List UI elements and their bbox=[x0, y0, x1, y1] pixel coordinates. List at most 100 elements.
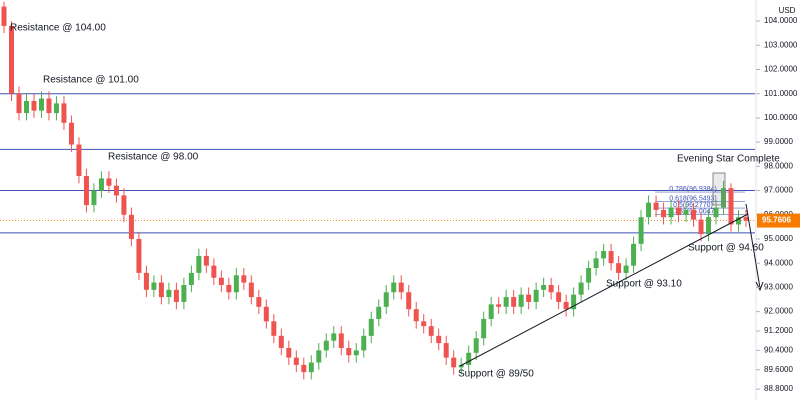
candle-body bbox=[511, 297, 517, 307]
candle-body bbox=[638, 217, 644, 244]
candles bbox=[1, 1, 749, 380]
candle-body bbox=[571, 294, 577, 310]
fib-label: 0.5(96.2770) bbox=[673, 202, 713, 209]
y-tick-label: 104.0000 bbox=[764, 16, 798, 25]
candle-body bbox=[706, 217, 712, 235]
candle-body bbox=[361, 335, 367, 351]
y-tick-label: 90.4000 bbox=[764, 345, 793, 354]
candle-body bbox=[526, 294, 532, 302]
annotation: Resistance @ 104.00 bbox=[10, 23, 106, 34]
candle-body bbox=[173, 289, 179, 302]
candle-body bbox=[473, 338, 479, 353]
candle-body bbox=[151, 282, 157, 290]
candle-body bbox=[481, 318, 487, 339]
candle-body bbox=[653, 202, 659, 210]
candle-body bbox=[16, 93, 22, 114]
candle-body bbox=[503, 297, 509, 307]
y-tick-label: 91.2000 bbox=[764, 326, 793, 335]
candle-body bbox=[338, 333, 344, 348]
candle-body bbox=[353, 350, 359, 356]
candle-body bbox=[713, 207, 719, 218]
candle-body bbox=[143, 272, 149, 290]
candle-body bbox=[691, 209, 697, 220]
annotation: Support @ 94.60 bbox=[688, 243, 764, 254]
y-tick-label: 95.0000 bbox=[764, 234, 793, 243]
candle-body bbox=[556, 292, 562, 302]
arrow-head bbox=[755, 281, 764, 292]
annotation: Evening Star Complete bbox=[677, 154, 780, 165]
y-tick-label: 101.0000 bbox=[764, 89, 798, 98]
candle-body bbox=[301, 364, 307, 373]
candle-body bbox=[61, 103, 67, 123]
candle-body bbox=[128, 214, 134, 239]
candle-body bbox=[121, 195, 127, 215]
fib-label: 0.618(96.5493) bbox=[669, 195, 716, 202]
candle-body bbox=[398, 282, 404, 293]
candle-body bbox=[623, 265, 629, 273]
annotation: Resistance @ 98.00 bbox=[108, 152, 199, 163]
candle-body bbox=[376, 306, 382, 319]
annotation: Resistance @ 101.00 bbox=[43, 75, 139, 86]
y-tick-label: 97.0000 bbox=[764, 186, 793, 195]
candle-body bbox=[421, 321, 427, 327]
y-tick-label: 88.8000 bbox=[764, 384, 793, 393]
candle-body bbox=[286, 347, 292, 358]
candle-body bbox=[38, 98, 44, 111]
candle-body bbox=[113, 185, 119, 196]
y-tick-label: 94.0000 bbox=[764, 258, 793, 267]
candle-body bbox=[23, 100, 29, 114]
candle-body bbox=[98, 178, 104, 191]
candle-body bbox=[383, 292, 389, 307]
trend-line bbox=[459, 213, 749, 367]
candle-body bbox=[428, 326, 434, 336]
candle-body bbox=[533, 289, 539, 302]
y-tick-label: 102.0000 bbox=[764, 65, 798, 74]
last-price-label: 95.7606 bbox=[762, 216, 791, 225]
candle-body bbox=[83, 176, 89, 206]
candle-body bbox=[661, 209, 667, 218]
levels: 0.786(96.9384) 0.618(96.5493)0.5(96.2770)… bbox=[0, 93, 755, 234]
candle-body bbox=[8, 25, 14, 94]
candle-body bbox=[263, 306, 269, 322]
candle-body bbox=[91, 190, 97, 206]
y-tick-label: 98.0000 bbox=[764, 161, 793, 170]
candle-body bbox=[406, 292, 412, 310]
candle-body bbox=[541, 284, 547, 290]
projection-arrow bbox=[745, 203, 761, 289]
candle-body bbox=[211, 265, 217, 278]
y-tick-label: 92.0000 bbox=[764, 307, 793, 316]
y-tick-label: 89.6000 bbox=[764, 365, 793, 374]
candle-body bbox=[331, 333, 337, 341]
candle-body bbox=[76, 144, 82, 177]
evening-star-box bbox=[712, 172, 726, 206]
candle-body bbox=[518, 294, 524, 307]
candle-body bbox=[196, 255, 202, 273]
candle-body bbox=[586, 268, 592, 283]
candle-body bbox=[53, 103, 59, 114]
candle-body bbox=[181, 284, 187, 302]
candle-body bbox=[563, 301, 569, 310]
candle-body bbox=[136, 238, 142, 273]
fib-label: 0.786(96.9384) bbox=[669, 186, 716, 193]
candle-body bbox=[676, 207, 682, 215]
candle-body bbox=[316, 350, 322, 363]
candle-body bbox=[488, 304, 494, 319]
annotation: Support @ 89/50 bbox=[458, 369, 534, 380]
candle-body bbox=[443, 343, 449, 358]
candle-body bbox=[323, 340, 329, 351]
annotation: Support @ 93.10 bbox=[606, 279, 682, 290]
candle-body bbox=[271, 321, 277, 336]
candle-body bbox=[601, 251, 607, 259]
currency: USD bbox=[779, 6, 796, 15]
candle-body bbox=[233, 275, 239, 293]
candle-body bbox=[698, 219, 704, 235]
y-tick-label: 93.0000 bbox=[764, 283, 793, 292]
candle-body bbox=[1, 6, 7, 26]
candle-body bbox=[68, 122, 74, 145]
candle-body bbox=[548, 284, 554, 293]
candle-body bbox=[616, 263, 622, 273]
candle-body bbox=[391, 282, 397, 293]
last-price-tag bbox=[757, 213, 800, 228]
candle-body bbox=[413, 309, 419, 322]
